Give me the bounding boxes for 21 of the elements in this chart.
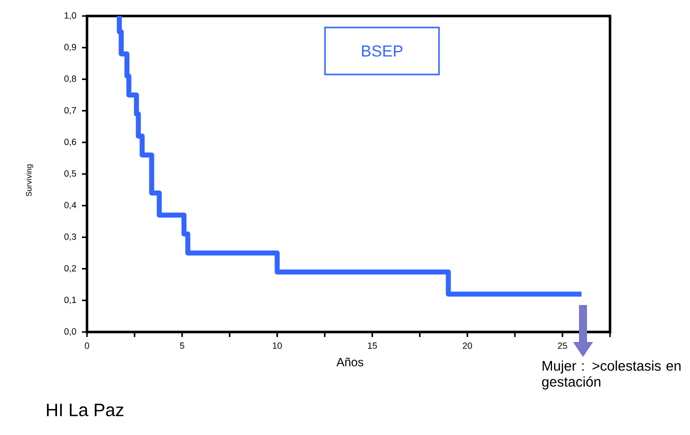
text: HI La Paz	[46, 404, 124, 416]
text: Mujer : >colestasis en gestación	[542, 360, 681, 390]
x-tick-label: 10	[272, 342, 282, 349]
y-tick-label: 0,0	[64, 328, 76, 336]
annotation: BSEP	[362, 45, 402, 57]
y-tick-label: 0,5	[64, 170, 76, 178]
y-tick-label: 0,8	[64, 75, 76, 83]
y-tick-label: 0,6	[64, 138, 76, 146]
x-tick-label: 0	[84, 342, 90, 349]
x-tick-label: 15	[368, 342, 377, 349]
x-tick-label: 20	[462, 342, 472, 349]
y-tick-label: 0,3	[64, 233, 76, 241]
y-tick-label: 0,1	[64, 296, 76, 304]
x-axis-title: Años	[336, 358, 364, 366]
y-tick-label: 0,7	[64, 107, 76, 114]
y-tick-label: 0,2	[64, 265, 76, 272]
y-tick-label: 1,0	[64, 12, 76, 20]
x-tick-label: 5	[180, 342, 184, 349]
y-tick-label: 0,9	[64, 44, 76, 52]
y-tick-label: 0,4	[64, 202, 76, 210]
x-tick-label: 25	[558, 342, 568, 349]
